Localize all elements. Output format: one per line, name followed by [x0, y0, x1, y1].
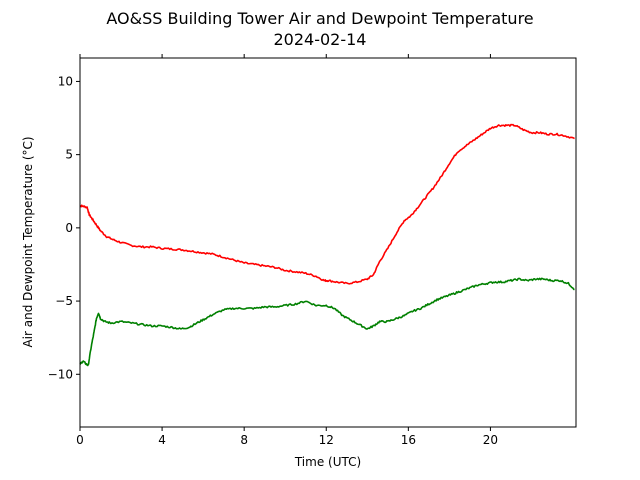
- x-tick-label: 20: [483, 433, 498, 447]
- y-axis: −10 −5 0 5 10: [48, 74, 80, 381]
- chart-subtitle: 2024-02-14: [274, 30, 367, 49]
- x-tick-label: 0: [76, 433, 84, 447]
- x-tick-label: 8: [240, 433, 248, 447]
- plot-frame: [79, 57, 577, 428]
- y-tick-label: 10: [58, 74, 73, 88]
- y-axis-label: Air and Dewpoint Temperature (°C): [21, 136, 35, 347]
- y-tick-label: −10: [48, 367, 73, 381]
- x-tick-label: 16: [401, 433, 416, 447]
- y-tick-label: −5: [55, 294, 73, 308]
- series-line-0: [79, 123, 575, 285]
- chart-title: AO&SS Building Tower Air and Dewpoint Te…: [106, 9, 533, 28]
- y-tick-label: 0: [65, 221, 73, 235]
- x-tick-label: 4: [158, 433, 166, 447]
- x-axis-label: Time (UTC): [294, 455, 361, 469]
- x-axis: 0 4 8 12 16 20: [76, 54, 498, 447]
- series-layer: [79, 123, 575, 367]
- x-tick-label: 12: [319, 433, 334, 447]
- series-line-1: [79, 277, 575, 367]
- y-tick-label: 5: [65, 148, 73, 162]
